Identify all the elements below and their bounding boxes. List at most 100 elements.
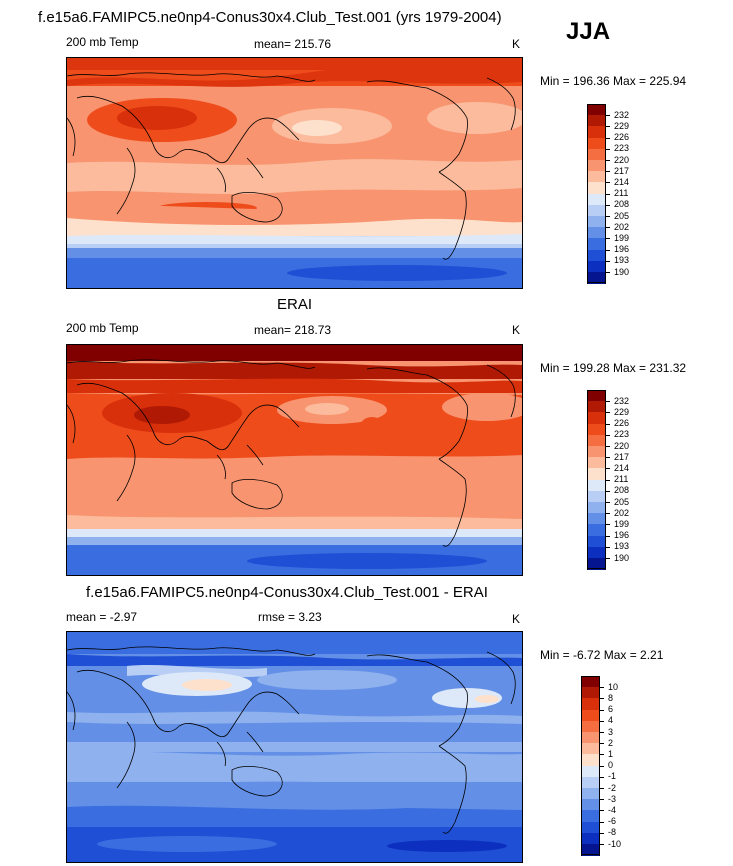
colorbar-tick <box>600 832 604 834</box>
season-label: JJA <box>566 18 611 45</box>
colorbar-tick <box>606 546 610 548</box>
colorbar-tick <box>600 765 604 767</box>
panel-model-map <box>66 57 523 289</box>
colorbar-tick <box>606 193 610 195</box>
colorbar-tick-label: 223 <box>614 143 630 154</box>
colorbar-tick <box>606 412 610 414</box>
colorbar-tick <box>600 743 604 745</box>
colorbar-frame <box>581 676 600 856</box>
colorbar-tick-label: 208 <box>614 485 630 496</box>
colorbar-tick <box>606 137 610 139</box>
colorbar-tick <box>606 160 610 161</box>
colorbar-tick-label: 214 <box>614 462 630 473</box>
colorbar-tick-label: 190 <box>614 552 630 563</box>
colorbar-tick-label: 208 <box>614 199 630 210</box>
colorbar-tick-label: 217 <box>614 451 630 462</box>
panel-model-colorbar: 232 229 226 223 220 217 214 211 208 205 202 199 196 1… <box>587 104 647 284</box>
colorbar-tick <box>600 698 604 700</box>
colorbar-tick-label: 6 <box>608 704 614 715</box>
colorbar-tick <box>606 423 610 425</box>
colorbar-tick <box>606 272 610 273</box>
colorbar-tick <box>606 502 610 503</box>
colorbar-tick-label: 10 <box>608 681 619 692</box>
panel-model-mean-label: mean= 215.76 <box>254 37 332 51</box>
colorbar-tick <box>606 115 610 117</box>
panel-model-minmax: Min = 196.36 Max = 225.94 <box>540 74 687 88</box>
colorbar-tick-label: 229 <box>614 406 630 417</box>
colorbar-tick <box>606 524 610 526</box>
colorbar-tick-label: 226 <box>614 132 630 143</box>
colorbar-tick-label: 226 <box>614 418 630 429</box>
colorbar-tick-label: -3 <box>608 793 617 804</box>
colorbar-tick-label: -10 <box>608 838 622 849</box>
panel-diff-units-label: K <box>512 612 521 626</box>
colorbar-tick <box>600 810 604 812</box>
colorbar-tick-label: 202 <box>614 507 630 518</box>
colorbar-tick-label: 202 <box>614 221 630 232</box>
colorbar-tick-label: 217 <box>614 165 630 176</box>
colorbar-tick <box>600 776 604 778</box>
colorbar-tick-label: 199 <box>614 518 630 529</box>
colorbar-tick-label: 193 <box>614 541 630 552</box>
colorbar-tick <box>606 182 610 184</box>
colorbar-tick <box>600 799 604 801</box>
colorbar-tick <box>600 754 604 756</box>
colorbar-tick-label: 196 <box>614 244 630 255</box>
panel-obs-map <box>66 344 523 576</box>
colorbar-tick-label: 0 <box>608 760 614 771</box>
colorbar-frame <box>587 104 606 284</box>
colorbar-tick <box>600 821 604 823</box>
panel-model-variable-label: 200 mb Temp <box>66 35 139 49</box>
panel-model-units-label: K <box>512 37 521 51</box>
panel-diff-colorbar: 10 8 6 4 3 2 1 0 -1 -2 -3 -4 -6 -8 -10 <box>581 676 641 856</box>
colorbar-tick-label: 199 <box>614 232 630 243</box>
colorbar-tick <box>606 260 610 262</box>
colorbar-tick-label: 4 <box>608 715 614 726</box>
panel-diff-field <box>67 632 522 862</box>
colorbar-tick-label: 211 <box>614 188 629 199</box>
colorbar-tick <box>606 171 610 173</box>
colorbar-tick <box>600 788 604 789</box>
colorbar-tick-label: 205 <box>614 496 630 507</box>
colorbar-tick <box>606 434 610 436</box>
colorbar-tick-label: 214 <box>614 176 630 187</box>
colorbar-tick <box>606 249 610 251</box>
colorbar-tick-label: -6 <box>608 816 617 827</box>
panel-model-title: f.e15a6.FAMIPC5.ne0np4-Conus30x4.Club_Te… <box>38 9 502 26</box>
colorbar-tick-label: 196 <box>614 530 630 541</box>
colorbar-tick <box>606 490 610 492</box>
panel-obs-units-label: K <box>512 323 521 337</box>
colorbar-tick <box>600 844 604 845</box>
colorbar-tick-label: -1 <box>608 771 617 782</box>
panel-obs-field <box>67 345 522 575</box>
colorbar-tick-label: 220 <box>614 440 630 451</box>
colorbar-tick <box>606 468 610 470</box>
colorbar-tick-label: 190 <box>614 266 630 277</box>
panel-diff-mean-label: mean = -2.97 <box>66 610 138 624</box>
panel-diff-minmax: Min = -6.72 Max = 2.21 <box>540 648 664 662</box>
colorbar-tick-label: 8 <box>608 692 614 703</box>
colorbar-tick-label: 220 <box>614 154 630 165</box>
panel-obs-mean-label: mean= 218.73 <box>254 323 332 337</box>
colorbar-tick <box>600 687 604 689</box>
colorbar-tick-label: 223 <box>614 429 630 440</box>
colorbar-tick <box>606 227 610 229</box>
colorbar-tick <box>606 446 610 447</box>
panel-obs-colorbar: 232 229 226 223 220 217 214 211 208 205 202 199 196 1… <box>587 390 647 570</box>
colorbar-tick <box>606 204 610 206</box>
panel-diff-map <box>66 631 523 863</box>
colorbar-tick <box>600 709 604 711</box>
colorbar-tick-label: 1 <box>608 748 614 759</box>
colorbar-tick <box>600 720 604 722</box>
colorbar-tick <box>606 535 610 537</box>
colorbar-tick <box>606 126 610 128</box>
colorbar-tick-label: -8 <box>608 827 617 838</box>
panel-obs-title: ERAI <box>277 296 313 313</box>
colorbar-tick-label: 2 <box>608 737 614 748</box>
colorbar-tick-label: 232 <box>614 109 630 120</box>
colorbar-tick <box>606 479 610 481</box>
colorbar-tick <box>606 401 610 403</box>
colorbar-tick-label: 3 <box>608 726 614 737</box>
colorbar-tick <box>606 513 610 515</box>
colorbar-tick-label: -2 <box>608 782 617 793</box>
